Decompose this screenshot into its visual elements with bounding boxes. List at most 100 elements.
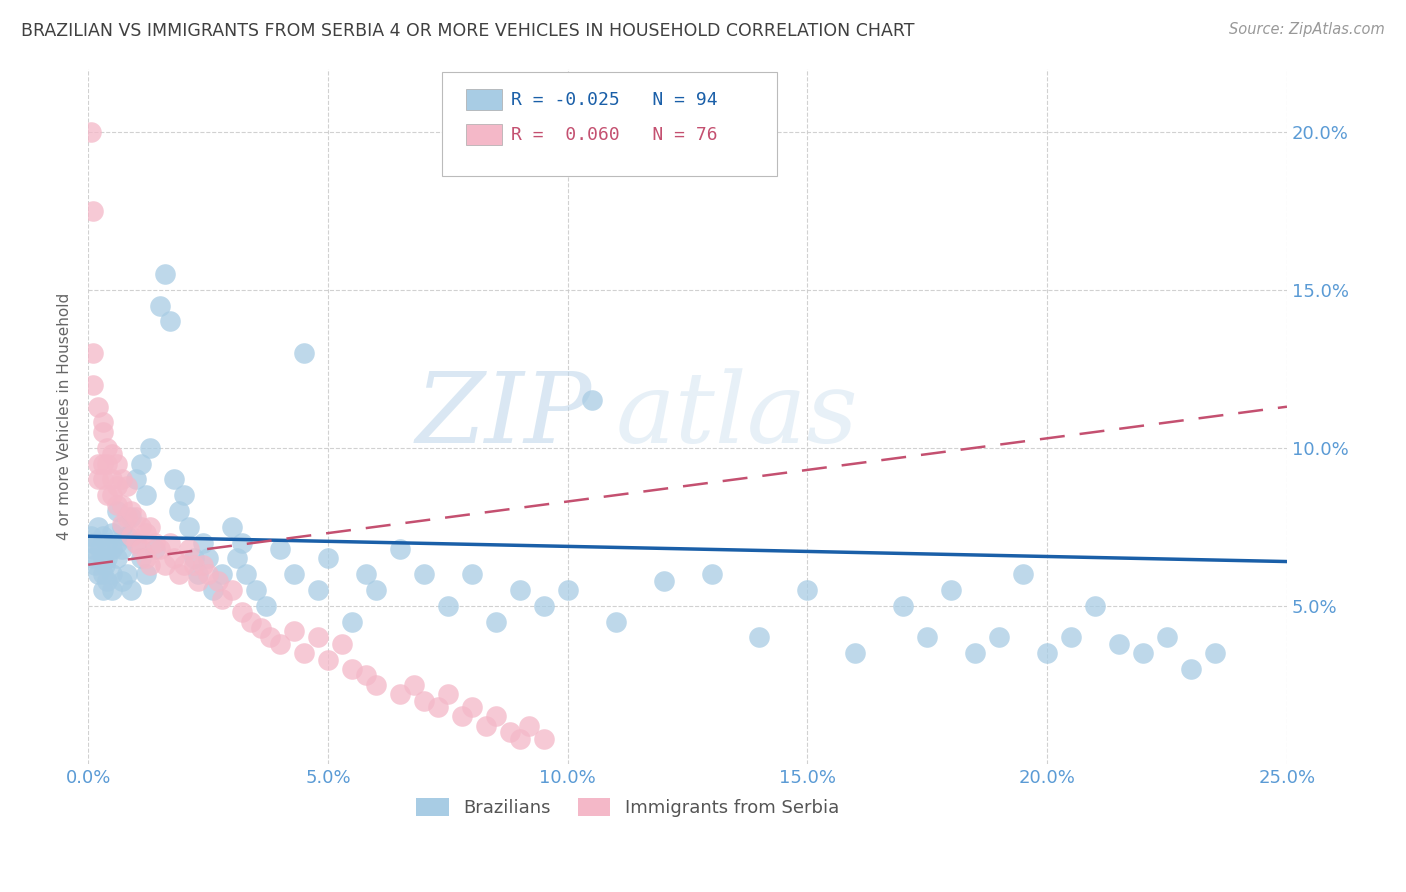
Point — [364, 678, 387, 692]
Point — [135, 567, 157, 582]
Point — [211, 592, 233, 607]
Point — [149, 541, 172, 556]
Point — [965, 646, 987, 660]
Text: ZIP: ZIP — [415, 368, 592, 464]
Point — [84, 558, 107, 572]
Point — [105, 498, 128, 512]
Point — [461, 567, 484, 582]
Point — [111, 574, 134, 588]
Point — [139, 520, 162, 534]
Point — [91, 472, 114, 486]
Point — [231, 535, 253, 549]
Point — [605, 615, 627, 629]
Point — [183, 558, 205, 572]
Point — [1012, 567, 1035, 582]
Point — [891, 599, 914, 613]
Point — [988, 631, 1011, 645]
Point — [1156, 631, 1178, 645]
Point — [96, 551, 118, 566]
Point — [193, 558, 215, 572]
Point — [225, 551, 247, 566]
Point — [96, 488, 118, 502]
Point — [101, 447, 124, 461]
Point — [485, 709, 508, 723]
Point — [254, 599, 277, 613]
Point — [111, 498, 134, 512]
Point — [129, 457, 152, 471]
Point — [187, 567, 209, 582]
Point — [79, 529, 101, 543]
Point — [581, 393, 603, 408]
Point — [173, 488, 195, 502]
Point — [101, 582, 124, 597]
Point — [245, 582, 267, 597]
Text: R = -0.025   N = 94: R = -0.025 N = 94 — [512, 91, 718, 109]
Point — [167, 504, 190, 518]
Point — [101, 567, 124, 582]
Point — [163, 551, 186, 566]
Point — [153, 267, 176, 281]
Text: atlas: atlas — [616, 368, 859, 464]
Point — [149, 299, 172, 313]
Point — [101, 541, 124, 556]
Point — [89, 541, 111, 556]
Point — [259, 631, 281, 645]
Point — [125, 535, 148, 549]
Point — [1036, 646, 1059, 660]
Point — [1060, 631, 1083, 645]
Point — [82, 377, 104, 392]
Point — [509, 731, 531, 746]
Point — [82, 535, 104, 549]
Point — [125, 510, 148, 524]
Point — [201, 582, 224, 597]
Point — [91, 551, 114, 566]
Text: BRAZILIAN VS IMMIGRANTS FROM SERBIA 4 OR MORE VEHICLES IN HOUSEHOLD CORRELATION : BRAZILIAN VS IMMIGRANTS FROM SERBIA 4 OR… — [21, 22, 914, 40]
Point — [340, 662, 363, 676]
Point — [153, 558, 176, 572]
Point — [283, 567, 305, 582]
Point — [91, 529, 114, 543]
Point — [269, 541, 291, 556]
Point — [197, 567, 219, 582]
Point — [129, 551, 152, 566]
Point — [485, 615, 508, 629]
Point — [139, 558, 162, 572]
Point — [101, 472, 124, 486]
Point — [135, 488, 157, 502]
Point — [292, 346, 315, 360]
Point — [129, 520, 152, 534]
Point — [177, 520, 200, 534]
Point — [748, 631, 770, 645]
Point — [404, 678, 426, 692]
Point — [533, 731, 555, 746]
Point — [91, 425, 114, 439]
FancyBboxPatch shape — [465, 89, 502, 111]
Point — [105, 535, 128, 549]
Point — [91, 567, 114, 582]
FancyBboxPatch shape — [441, 72, 778, 177]
Point — [120, 582, 142, 597]
Point — [533, 599, 555, 613]
Point — [269, 637, 291, 651]
Point — [211, 567, 233, 582]
Point — [125, 472, 148, 486]
FancyBboxPatch shape — [465, 124, 502, 145]
Point — [844, 646, 866, 660]
Point — [388, 687, 411, 701]
Point — [1132, 646, 1154, 660]
Point — [111, 541, 134, 556]
Point — [87, 457, 110, 471]
Point — [436, 599, 458, 613]
Point — [700, 567, 723, 582]
Point — [461, 700, 484, 714]
Point — [249, 621, 271, 635]
Point — [87, 520, 110, 534]
Point — [356, 668, 378, 682]
Point — [87, 567, 110, 582]
Point — [163, 472, 186, 486]
Point — [292, 646, 315, 660]
Point — [135, 551, 157, 566]
Point — [111, 520, 134, 534]
Point — [221, 582, 243, 597]
Point — [101, 488, 124, 502]
